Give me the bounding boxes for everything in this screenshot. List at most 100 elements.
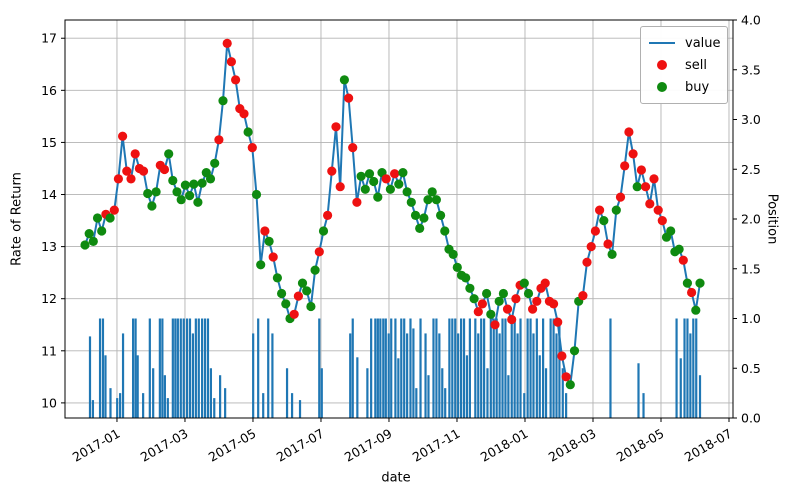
sell-marker xyxy=(113,174,123,184)
buy-marker xyxy=(264,236,274,246)
sell-marker xyxy=(314,247,324,257)
buy-marker xyxy=(431,195,441,205)
svg-text:10: 10 xyxy=(41,395,57,410)
buy-marker xyxy=(452,262,462,272)
sell-marker xyxy=(490,320,500,330)
sell-marker xyxy=(390,169,400,179)
buy-marker xyxy=(423,195,433,205)
sell-marker xyxy=(653,205,663,215)
sell-marker xyxy=(130,149,140,159)
svg-text:2.0: 2.0 xyxy=(741,212,761,227)
buy-marker xyxy=(318,226,329,236)
buy-marker xyxy=(88,236,98,246)
sell-marker xyxy=(323,210,333,220)
sell-marker xyxy=(222,38,232,49)
buy-marker xyxy=(197,178,207,188)
sell-marker xyxy=(557,351,567,361)
x-axis-label: date xyxy=(381,470,411,486)
sell-marker xyxy=(226,57,236,67)
sell-marker xyxy=(582,257,592,267)
svg-text:12: 12 xyxy=(41,291,57,306)
buy-marker xyxy=(691,305,701,315)
sell-marker xyxy=(327,166,337,176)
sell-marker xyxy=(159,164,170,175)
sell-marker xyxy=(603,239,613,249)
buy-marker xyxy=(486,309,496,319)
sell-marker xyxy=(590,226,601,236)
sell-marker xyxy=(381,174,391,184)
sell-marker xyxy=(268,252,278,262)
buy-marker xyxy=(385,184,395,194)
svg-text:2017-03: 2017-03 xyxy=(138,426,191,465)
buy-marker xyxy=(440,226,450,236)
svg-text:2017-01: 2017-01 xyxy=(70,426,123,465)
svg-text:2.5: 2.5 xyxy=(741,162,761,177)
sell-marker xyxy=(122,166,132,176)
buy-marker xyxy=(151,187,161,197)
buy-marker xyxy=(180,180,190,190)
buy-marker xyxy=(427,187,437,197)
buy-marker xyxy=(611,205,621,215)
svg-text:13: 13 xyxy=(41,239,57,254)
svg-text:2017-09: 2017-09 xyxy=(342,426,395,465)
buy-marker xyxy=(105,213,115,223)
buy-marker xyxy=(465,283,475,293)
sell-marker xyxy=(615,192,626,202)
sell-marker xyxy=(344,93,354,103)
buy-marker xyxy=(406,197,416,207)
buy-marker xyxy=(84,229,94,239)
sell-marker xyxy=(532,296,542,306)
legend-label-sell: sell xyxy=(685,57,707,73)
svg-text:3.5: 3.5 xyxy=(741,62,761,77)
svg-text:2017-11: 2017-11 xyxy=(410,426,463,465)
svg-text:17: 17 xyxy=(41,31,57,46)
buy-marker xyxy=(565,380,575,390)
svg-text:3.0: 3.0 xyxy=(741,112,761,127)
buy-marker xyxy=(607,249,617,259)
sell-marker xyxy=(293,291,303,301)
buy-marker xyxy=(373,192,383,202)
buy-marker xyxy=(80,240,90,250)
buy-marker xyxy=(494,296,504,306)
sell-marker xyxy=(331,122,341,132)
sell-dot-swatch xyxy=(647,60,677,70)
buy-marker xyxy=(143,188,153,199)
buy-marker xyxy=(281,299,291,309)
buy-marker xyxy=(448,249,458,259)
buy-marker xyxy=(277,288,287,299)
buy-marker xyxy=(302,286,312,296)
legend-item-value: value xyxy=(647,32,721,54)
buy-marker xyxy=(189,179,199,189)
sell-marker xyxy=(260,226,270,236)
buy-marker xyxy=(402,187,412,197)
sell-marker xyxy=(528,304,538,314)
buy-marker xyxy=(695,278,705,288)
buy-marker xyxy=(461,273,471,283)
buy-marker xyxy=(666,226,676,236)
buy-marker xyxy=(410,210,421,220)
sell-marker xyxy=(126,174,136,184)
buy-marker xyxy=(243,127,253,137)
buy-marker xyxy=(364,169,375,179)
svg-text:1.0: 1.0 xyxy=(741,311,761,326)
position-bars xyxy=(88,318,702,418)
buy-marker xyxy=(92,213,103,223)
legend-label-buy: buy xyxy=(685,79,710,95)
value-line-swatch xyxy=(647,41,677,45)
buy-marker xyxy=(523,288,534,299)
buy-marker xyxy=(415,223,425,233)
sell-marker xyxy=(628,149,638,159)
sell-marker xyxy=(231,75,241,85)
legend-item-buy: buy xyxy=(647,76,721,98)
sell-marker xyxy=(352,197,362,207)
sell-marker xyxy=(507,314,517,325)
buy-marker xyxy=(360,184,370,194)
buy-marker xyxy=(569,346,580,356)
sell-marker xyxy=(636,165,647,175)
buy-marker xyxy=(599,216,609,226)
buy-marker xyxy=(482,288,492,299)
sell-marker xyxy=(138,166,149,176)
buy-marker xyxy=(210,158,220,168)
sell-marker xyxy=(620,161,630,171)
